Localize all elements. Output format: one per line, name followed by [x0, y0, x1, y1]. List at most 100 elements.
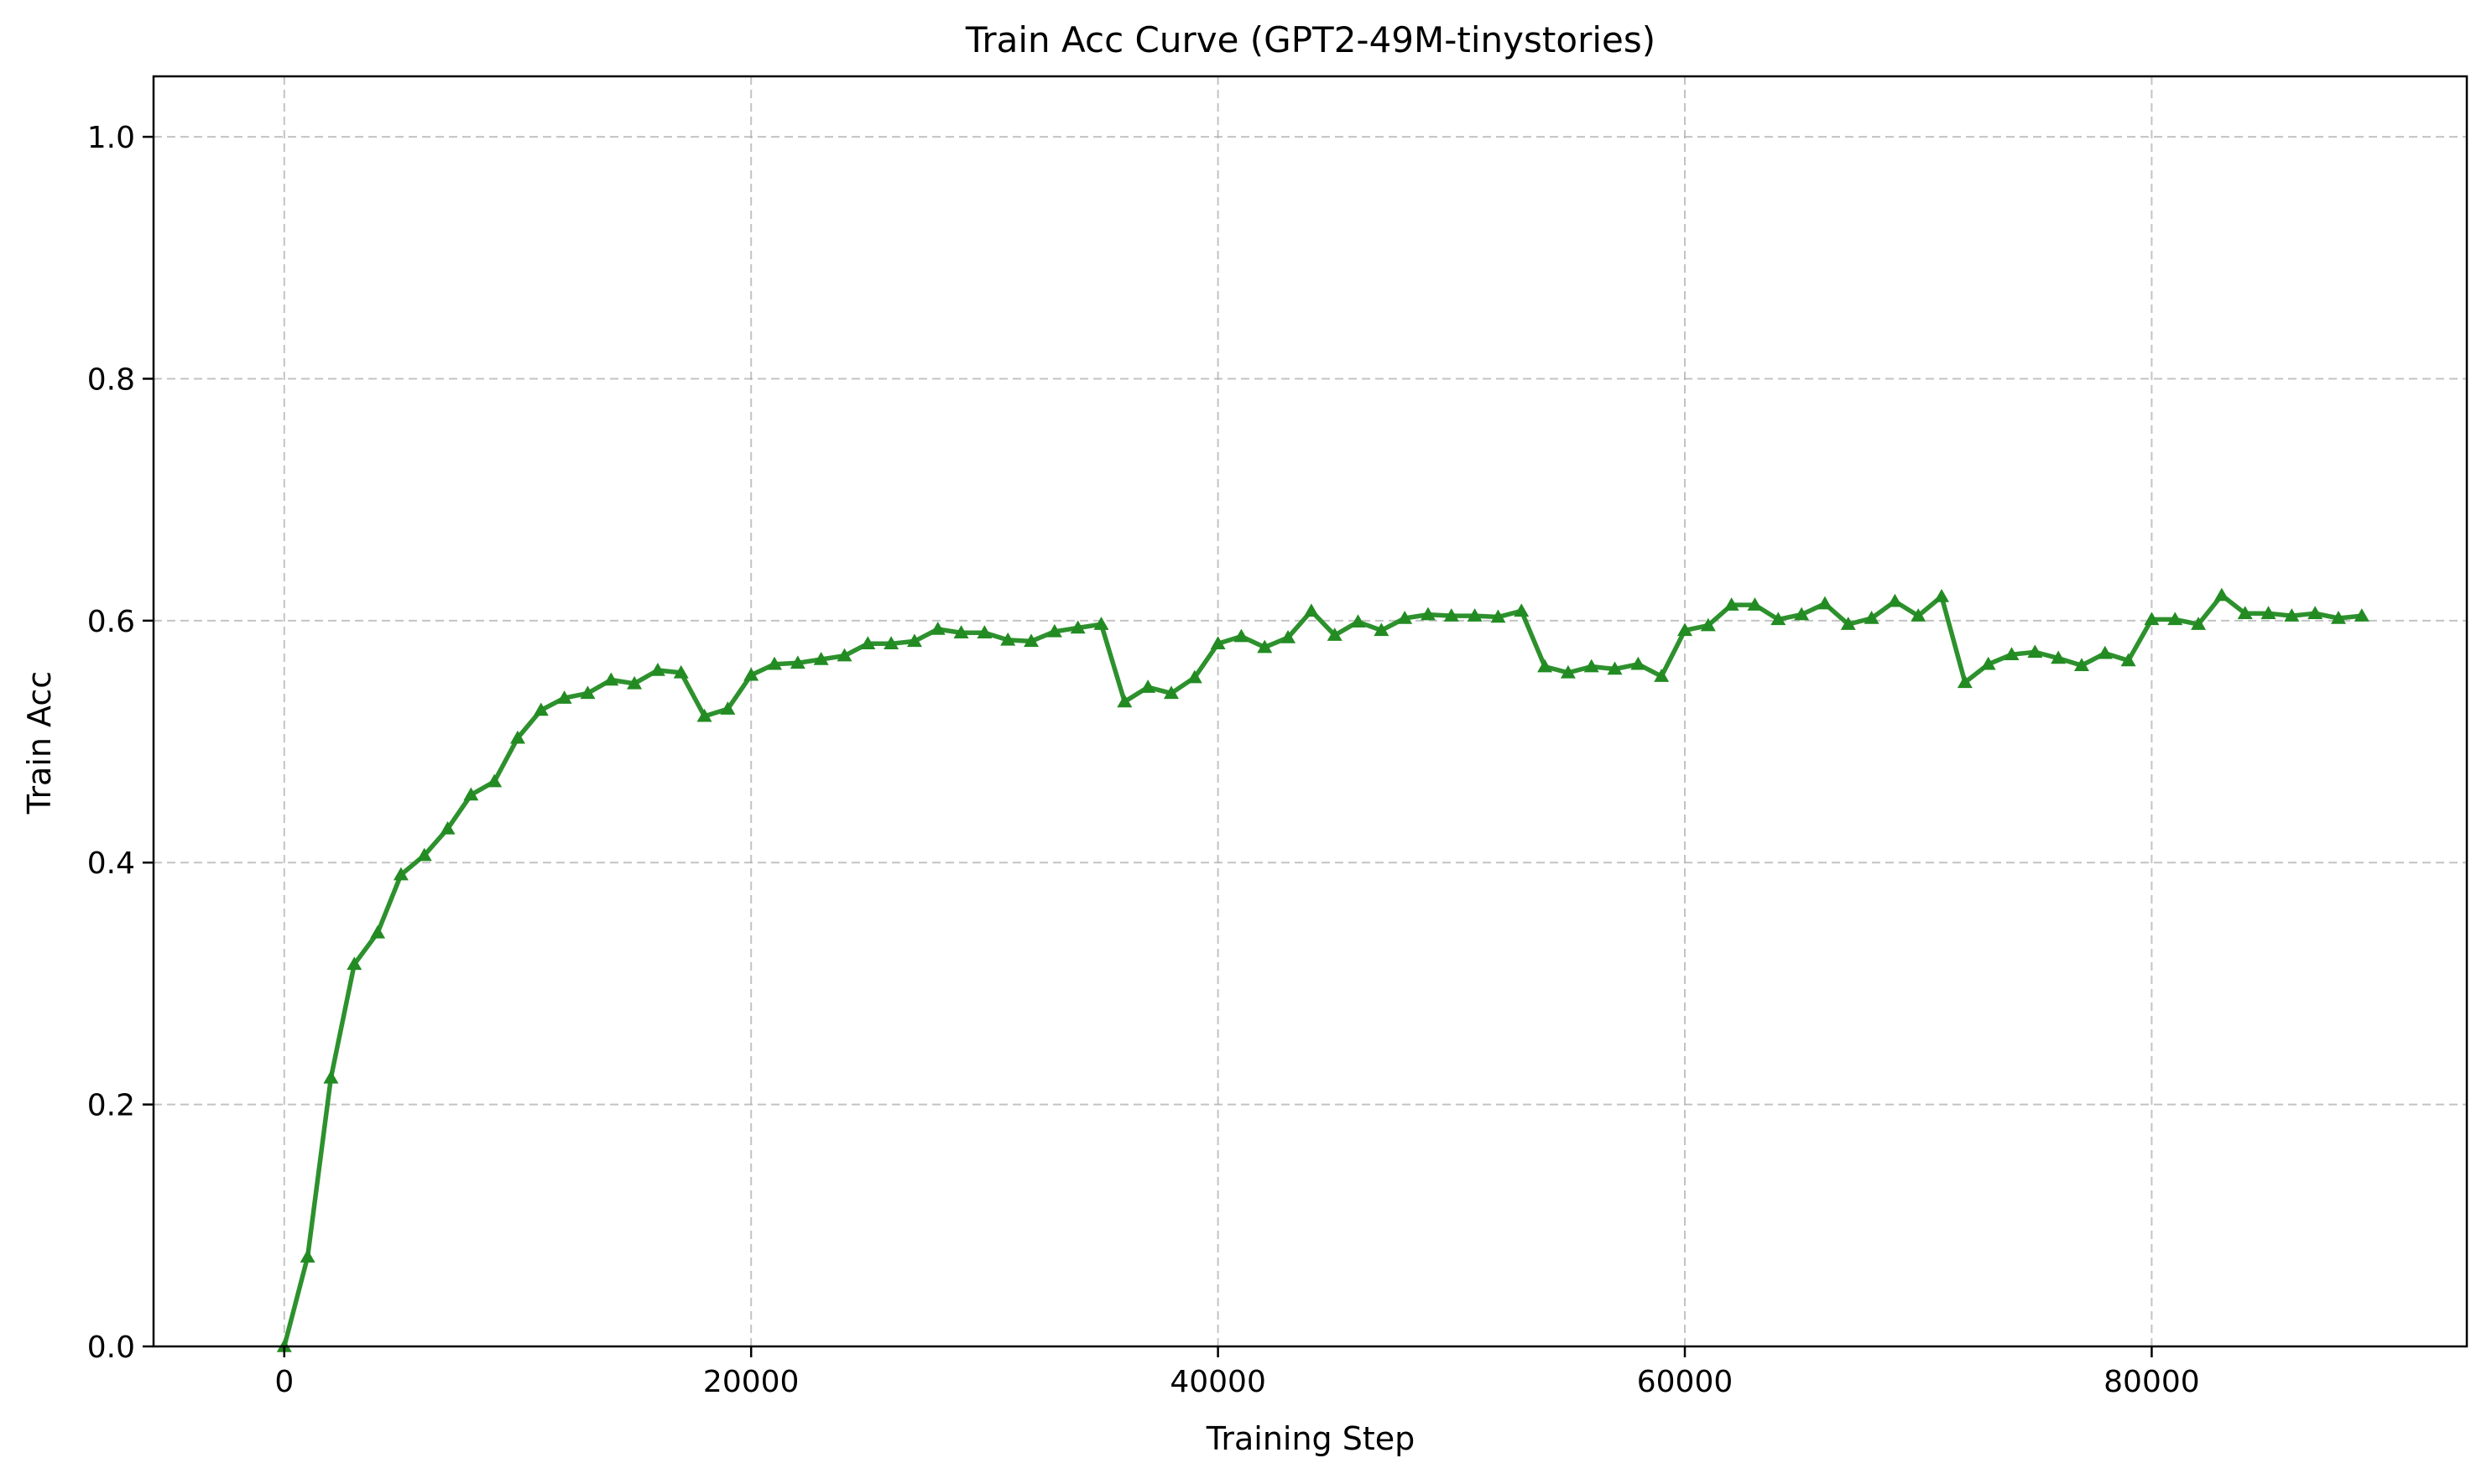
data-point-marker — [1070, 620, 1086, 634]
x-tick-label: 0 — [274, 1365, 294, 1399]
data-point-marker — [2191, 617, 2207, 630]
data-point-marker — [1770, 612, 1786, 626]
data-point-marker — [1911, 608, 1926, 622]
y-tick-label: 0.6 — [87, 605, 135, 639]
data-point-marker — [300, 1249, 315, 1263]
data-point-marker — [1163, 685, 1179, 700]
data-point-marker — [1537, 659, 1553, 673]
data-point-marker — [2213, 587, 2229, 601]
data-point-marker — [1000, 632, 1016, 646]
data-point-marker — [1957, 674, 1973, 689]
data-point-marker — [1420, 607, 1436, 621]
data-point-marker — [837, 648, 852, 662]
data-point-marker — [2284, 608, 2300, 622]
data-point-marker — [2354, 608, 2369, 622]
y-tick-label: 1.0 — [87, 121, 135, 155]
data-point-marker — [323, 1070, 339, 1084]
data-point-marker — [347, 956, 362, 971]
data-point-marker — [1046, 623, 1062, 638]
data-point-marker — [627, 675, 643, 690]
series-layer — [276, 587, 2369, 1352]
data-point-marker — [953, 625, 969, 639]
data-point-marker — [487, 773, 503, 788]
data-point-marker — [2073, 658, 2089, 671]
data-point-marker — [930, 621, 946, 635]
data-point-marker — [1397, 610, 1413, 624]
data-point-marker — [906, 633, 922, 648]
y-tick-label: 0.2 — [87, 1089, 135, 1123]
data-point-marker — [790, 655, 805, 669]
data-point-marker — [2120, 653, 2136, 667]
y-axis-label: Train Acc — [21, 671, 58, 815]
data-point-marker — [2237, 606, 2253, 619]
data-point-marker — [1700, 617, 1716, 632]
data-point-marker — [1117, 694, 1133, 708]
data-point-marker — [2260, 606, 2276, 619]
data-point-marker — [1654, 669, 1670, 682]
data-point-marker — [1186, 669, 1202, 684]
data-point-marker — [743, 667, 759, 681]
data-point-marker — [463, 787, 479, 801]
data-point-marker — [2027, 644, 2043, 659]
data-point-marker — [509, 730, 525, 744]
data-point-marker — [860, 636, 876, 650]
data-point-marker — [884, 636, 899, 650]
data-point-marker — [1257, 639, 1273, 653]
data-point-marker — [370, 924, 386, 939]
data-point-marker — [2144, 612, 2160, 626]
x-axis-label: Training Step — [1206, 1420, 1415, 1457]
data-point-marker — [1607, 661, 1623, 675]
y-tick-label: 0.4 — [87, 846, 135, 881]
data-point-marker — [1374, 622, 1389, 637]
data-point-marker — [1817, 596, 1833, 610]
data-point-marker — [416, 847, 432, 862]
data-point-marker — [1514, 603, 1530, 617]
data-point-marker — [1140, 680, 1156, 693]
data-point-marker — [1864, 610, 1879, 624]
data-point-marker — [2097, 645, 2113, 659]
y-tick-label: 0.0 — [87, 1330, 135, 1365]
data-point-marker — [1443, 608, 1459, 622]
data-point-marker — [1467, 608, 1483, 622]
x-tick-label: 40000 — [1170, 1365, 1266, 1399]
data-point-marker — [1980, 656, 1996, 670]
data-point-marker — [1024, 633, 1040, 648]
chart-title: Train Acc Curve (GPT2-49M-tinystories) — [965, 19, 1655, 60]
data-point-marker — [813, 651, 829, 665]
data-point-marker — [1723, 597, 1739, 611]
data-point-marker — [1560, 664, 1576, 679]
x-tick-label: 80000 — [2104, 1365, 2200, 1399]
data-point-marker — [2051, 650, 2067, 664]
data-point-marker — [1747, 597, 1763, 611]
data-point-marker — [1934, 589, 1950, 602]
data-point-marker — [720, 701, 736, 715]
data-point-marker — [1093, 617, 1109, 630]
data-point-marker — [580, 685, 596, 700]
data-point-marker — [1327, 627, 1342, 641]
data-point-marker — [2167, 612, 2183, 626]
x-tick-label: 20000 — [703, 1365, 800, 1399]
data-point-marker — [2307, 606, 2323, 619]
data-point-marker — [649, 662, 665, 676]
data-point-marker — [977, 625, 993, 639]
data-point-marker — [533, 702, 549, 716]
data-point-marker — [1210, 636, 1226, 650]
y-tick-label: 0.8 — [87, 362, 135, 397]
data-point-marker — [673, 664, 689, 679]
x-tick-label: 60000 — [1637, 1365, 1733, 1399]
ticks: 0 20000 40000 60000 80000 0.0 0.2 0.4 0.6 0.8 1.0 — [87, 121, 2200, 1399]
data-point-marker — [1630, 656, 1646, 670]
data-point-marker — [1233, 628, 1249, 643]
data-point-marker — [393, 867, 409, 881]
data-point-marker — [2004, 647, 2020, 660]
data-point-marker — [1350, 614, 1366, 628]
data-point-marker — [1280, 630, 1296, 643]
plot-frame — [152, 75, 2469, 1348]
data-point-marker — [1303, 603, 1319, 617]
data-point-marker — [696, 708, 712, 722]
data-point-marker — [556, 690, 572, 704]
data-point-marker — [2330, 610, 2346, 624]
